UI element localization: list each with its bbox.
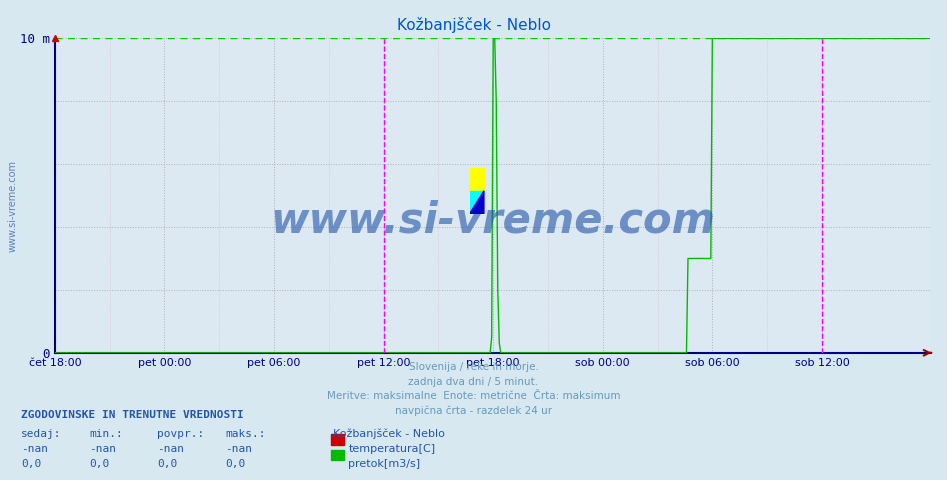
Polygon shape xyxy=(470,191,484,214)
Text: 0,0: 0,0 xyxy=(157,459,177,469)
Text: 0,0: 0,0 xyxy=(89,459,109,469)
Text: povpr.:: povpr.: xyxy=(157,429,205,439)
Text: Kožbanjšček - Neblo: Kožbanjšček - Neblo xyxy=(397,17,550,33)
Text: Meritve: maksimalne  Enote: metrične  Črta: maksimum: Meritve: maksimalne Enote: metrične Črta… xyxy=(327,391,620,401)
Text: zadnja dva dni / 5 minut.: zadnja dva dni / 5 minut. xyxy=(408,377,539,387)
Text: -nan: -nan xyxy=(21,444,48,454)
Text: www.si-vreme.com: www.si-vreme.com xyxy=(8,160,17,252)
Text: Slovenija / reke in morje.: Slovenija / reke in morje. xyxy=(408,362,539,372)
Text: temperatura[C]: temperatura[C] xyxy=(348,444,436,454)
Text: Kožbanjšček - Neblo: Kožbanjšček - Neblo xyxy=(333,429,445,439)
Text: min.:: min.: xyxy=(89,429,123,439)
Text: sedaj:: sedaj: xyxy=(21,429,62,439)
Text: www.si-vreme.com: www.si-vreme.com xyxy=(270,200,715,242)
Text: -nan: -nan xyxy=(225,444,253,454)
Text: pretok[m3/s]: pretok[m3/s] xyxy=(348,459,420,469)
Text: navpična črta - razdelek 24 ur: navpična črta - razdelek 24 ur xyxy=(395,406,552,416)
Text: ZGODOVINSKE IN TRENUTNE VREDNOSTI: ZGODOVINSKE IN TRENUTNE VREDNOSTI xyxy=(21,410,243,420)
Text: -nan: -nan xyxy=(157,444,185,454)
Text: 0,0: 0,0 xyxy=(21,459,41,469)
Polygon shape xyxy=(470,191,484,214)
Bar xyxy=(470,168,484,191)
Text: -nan: -nan xyxy=(89,444,116,454)
Text: maks.:: maks.: xyxy=(225,429,266,439)
Text: 0,0: 0,0 xyxy=(225,459,245,469)
